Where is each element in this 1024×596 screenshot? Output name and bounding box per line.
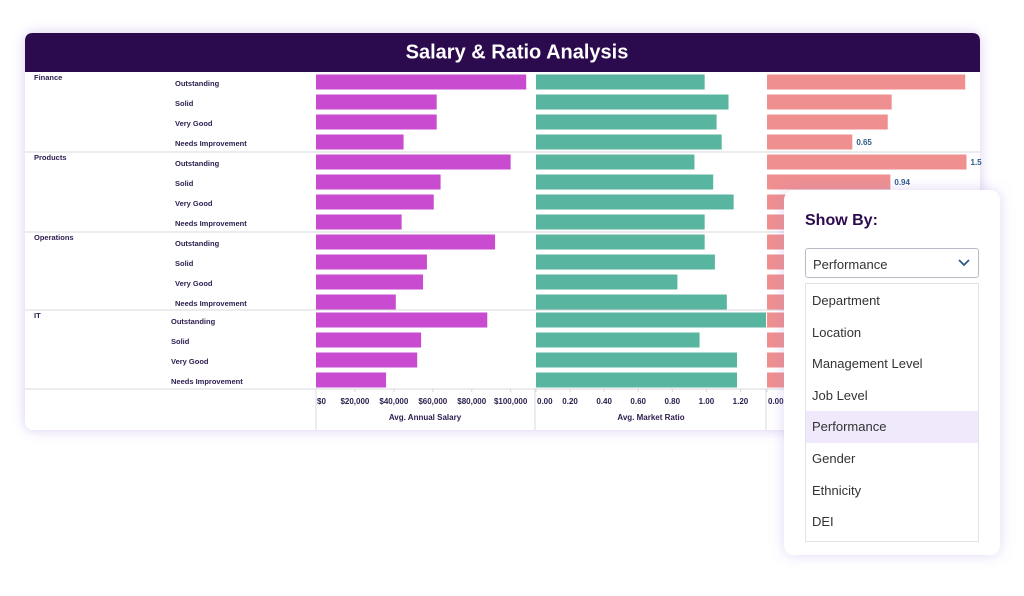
bar <box>316 134 404 150</box>
bar <box>316 274 424 290</box>
dropdown-option[interactable]: Gender <box>812 450 856 466</box>
header <box>25 33 980 72</box>
bar <box>316 214 402 230</box>
bar <box>536 94 729 110</box>
bar <box>536 352 738 368</box>
bar <box>536 312 766 328</box>
bar <box>767 134 853 150</box>
x-tick-label: 0.80 <box>665 397 681 406</box>
row-label: Very Good <box>175 279 213 288</box>
dropdown-option[interactable]: Department <box>812 293 880 308</box>
row-label: Very Good <box>175 199 213 208</box>
x-tick-label: 0.40 <box>596 397 612 406</box>
bar <box>536 194 734 210</box>
x-axis-label: Avg. Market Ratio <box>617 413 684 422</box>
row-label: Needs Improvement <box>175 219 247 228</box>
row-label: Outstanding <box>175 239 220 248</box>
bar <box>536 134 722 150</box>
x-tick-label: 0.00 <box>768 397 784 406</box>
bar <box>316 352 418 368</box>
row-label: Needs Improvement <box>175 299 247 308</box>
bar <box>316 174 441 190</box>
bar <box>316 74 527 90</box>
chevron <box>958 259 970 267</box>
bar <box>316 234 496 250</box>
bar <box>536 294 727 310</box>
dropdown-option[interactable]: Job Level <box>812 387 868 403</box>
group-label: Products <box>34 153 67 162</box>
bar <box>316 332 422 348</box>
bar <box>536 214 705 230</box>
bar <box>536 274 678 290</box>
x-tick-label: $100,000 <box>494 397 528 406</box>
x-tick-label: 1.20 <box>733 397 749 406</box>
row-label: Very Good <box>175 119 213 128</box>
bar <box>316 114 437 130</box>
x-tick-label: $80,000 <box>457 397 486 406</box>
bar <box>316 294 396 310</box>
bar <box>316 94 437 110</box>
group-label: IT <box>34 311 41 320</box>
bar <box>316 372 387 388</box>
bar <box>536 372 738 388</box>
dropdown-option[interactable]: Management Level <box>812 356 923 372</box>
bar <box>536 114 717 130</box>
bar <box>316 254 427 270</box>
panel-label: Show By: <box>805 212 878 229</box>
x-tick-label: 0.60 <box>630 397 646 406</box>
x-tick-label: $60,000 <box>418 397 447 406</box>
selected-value: Performance <box>813 257 888 272</box>
row-label: Very Good <box>171 357 209 366</box>
bar <box>536 234 705 250</box>
option-list: Department Location Management Level Job Le… <box>805 283 979 542</box>
row-label: Solid <box>175 179 194 188</box>
x-tick-label: $40,000 <box>379 397 408 406</box>
bar <box>536 174 714 190</box>
chart-title: Salary & Ratio Analysis <box>406 41 629 63</box>
bar <box>536 154 695 170</box>
x-tick-label: 0.20 <box>562 397 578 406</box>
x-tick-label: 1.00 <box>699 397 715 406</box>
row-label: Outstanding <box>171 317 216 326</box>
bar <box>767 114 888 130</box>
bar <box>767 94 892 110</box>
dropdown-option[interactable]: Location <box>812 324 862 340</box>
bar <box>536 332 700 348</box>
dropdown-option[interactable]: Ethnicity <box>812 482 862 498</box>
row-label: Outstanding <box>175 159 220 168</box>
group-label: Operations <box>34 233 74 242</box>
row-label: Solid <box>175 259 194 268</box>
x-tick-label: 0.00 <box>537 397 553 406</box>
dropdown-option[interactable]: Performance <box>806 411 978 443</box>
bar <box>767 74 966 90</box>
show-by-panel: Show By: Performance Department Location M… <box>784 190 1000 555</box>
bar <box>316 194 434 210</box>
select-box[interactable]: Performance <box>805 248 979 278</box>
row-label: Needs Improvement <box>171 377 243 386</box>
value-label: 0.65 <box>856 138 872 147</box>
bar <box>316 312 488 328</box>
group-label: Finance <box>34 73 62 82</box>
row-label: Solid <box>175 99 194 108</box>
x-tick-label: $0 <box>317 397 326 406</box>
x-axis-label: Avg. Annual Salary <box>389 413 462 422</box>
bar <box>767 174 891 190</box>
x-tick-label: $20,000 <box>340 397 369 406</box>
row-label: Needs Improvement <box>175 139 247 148</box>
bar <box>316 154 511 170</box>
dropdown-option[interactable]: DEI <box>812 514 834 530</box>
value-label: 0.94 <box>894 178 910 187</box>
row-label: Solid <box>171 337 190 346</box>
bar <box>536 74 705 90</box>
bar <box>536 254 715 270</box>
row-label: Outstanding <box>175 79 220 88</box>
value-label: 1.5 <box>971 158 983 167</box>
bar <box>767 154 967 170</box>
